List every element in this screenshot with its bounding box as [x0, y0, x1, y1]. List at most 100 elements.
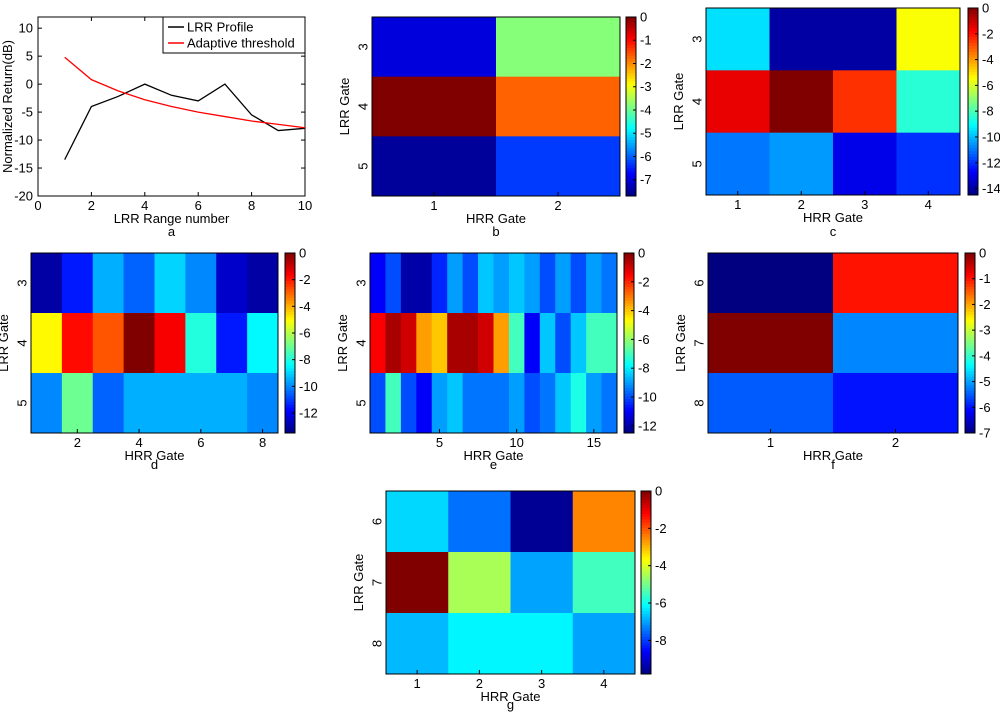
colorbar-segment: [965, 393, 975, 397]
colorbar-segment: [626, 67, 636, 71]
colorbar-segment: [968, 45, 978, 50]
colorbar-segment: [285, 255, 295, 260]
x-tick-label: 0: [34, 198, 41, 213]
y-tick-label: 7: [691, 339, 706, 346]
colorbar-segment: [968, 110, 978, 114]
heatmap-cell: [448, 613, 511, 675]
colorbar-segment: [626, 151, 636, 155]
colorbar-segment: [626, 61, 636, 65]
heatmap-cell: [833, 253, 959, 314]
colorbar-segment: [624, 258, 634, 262]
colorbar-segment: [285, 348, 295, 352]
colorbar-segment: [624, 281, 634, 285]
colorbar-segment: [965, 295, 975, 299]
colorbar-segment: [626, 170, 636, 175]
heatmap-cell: [493, 313, 510, 374]
colorbar-segment: [285, 292, 295, 296]
colorbar-segment: [624, 410, 634, 414]
colorbar-segment: [968, 183, 978, 187]
heatmap-cell: [385, 253, 402, 314]
colorbar-segment: [968, 81, 978, 85]
colorbar-segment: [626, 33, 636, 37]
colorbar-segment: [641, 533, 651, 538]
colorbar-segment: [624, 275, 634, 279]
colorbar-segment: [624, 379, 634, 383]
colorbar-segment: [285, 416, 295, 420]
heatmap-cell: [123, 313, 155, 374]
colorbar-segment: [285, 283, 295, 288]
panel-caption: e: [490, 457, 497, 472]
colorbar-segment: [285, 365, 295, 369]
heatmap-cell: [372, 76, 497, 137]
colorbar-segment: [626, 36, 636, 40]
colorbar-segment: [626, 106, 636, 110]
colorbar-segment: [641, 528, 651, 532]
colorbar-segment: [968, 40, 978, 44]
series-line-adaptive-threshold: [64, 56, 306, 129]
colorbar-segment: [626, 70, 636, 74]
colorbar-tick-label: -4: [640, 102, 652, 117]
x-axis-label: HRR Gate: [125, 448, 185, 463]
colorbar-segment: [626, 173, 636, 177]
heatmap-cell: [601, 373, 618, 434]
colorbar-segment: [626, 42, 636, 46]
colorbar-segment: [965, 421, 975, 425]
colorbar-segment: [624, 348, 634, 352]
y-axis-label: LRR Gate: [671, 73, 686, 131]
colorbar-segment: [624, 292, 634, 296]
colorbar-segment: [968, 168, 978, 173]
heatmap-cell: [896, 8, 961, 71]
colorbar-segment: [285, 309, 295, 313]
colorbar-segment: [626, 72, 636, 77]
colorbar-tick-label: 0: [638, 246, 645, 261]
heatmap-cell: [508, 253, 525, 314]
heatmap-cell: [247, 373, 279, 434]
colorbar-segment: [965, 418, 975, 423]
colorbar-segment: [968, 165, 978, 170]
x-tick-label: 10: [298, 198, 312, 213]
heatmap-cell: [478, 313, 494, 374]
colorbar-segment: [641, 651, 651, 655]
colorbar-segment: [965, 359, 975, 364]
colorbar-tick-label: -2: [982, 26, 994, 41]
colorbar-segment: [965, 390, 975, 395]
colorbar-segment: [641, 656, 651, 661]
colorbar-segment: [965, 264, 975, 268]
colorbar-segment: [285, 312, 295, 316]
heatmap-cell: [896, 132, 961, 196]
colorbar-segment: [641, 653, 651, 658]
heatmap-cell: [447, 253, 464, 314]
y-tick-label: -20: [14, 189, 33, 204]
colorbar-segment: [626, 193, 636, 197]
heatmap-panel-g: 6 7 8 1 2 3 4 HRR Gate LRR Gate 0 -2 -4 -6 -8 g: [351, 484, 667, 713]
y-tick-label: 6: [369, 518, 384, 525]
heatmap-cell: [385, 313, 402, 374]
colorbar-segment: [965, 317, 975, 321]
colorbar-segment: [626, 117, 636, 121]
colorbar-segment: [624, 337, 634, 341]
heatmap-cell: [247, 313, 279, 374]
y-tick-label: 8: [369, 640, 384, 647]
colorbar-segment: [624, 354, 634, 358]
y-tick-label: 5: [355, 163, 370, 170]
colorbar-segment: [624, 331, 634, 335]
colorbar-tick-label: -5: [640, 126, 652, 141]
colorbar-segment: [641, 496, 651, 500]
colorbar-segment: [641, 571, 651, 575]
colorbar-segment: [641, 665, 651, 669]
colorbar-segment: [968, 101, 978, 105]
colorbar-segment: [624, 264, 634, 268]
colorbar-segment: [624, 421, 634, 425]
y-tick-label: 10: [19, 21, 33, 36]
colorbar-segment: [965, 323, 975, 327]
y-axis-label: LRR Gate: [351, 554, 366, 612]
colorbar-segment: [285, 298, 295, 302]
colorbar-segment: [968, 139, 978, 143]
colorbar-segment: [624, 278, 634, 282]
colorbar-segment: [624, 272, 634, 276]
colorbar-segment: [626, 168, 636, 172]
heatmap-cell: [31, 313, 63, 374]
x-tick-label: 8: [248, 198, 255, 213]
x-tick-label: 2: [74, 435, 81, 450]
colorbar-tick-label: -12: [299, 406, 318, 421]
